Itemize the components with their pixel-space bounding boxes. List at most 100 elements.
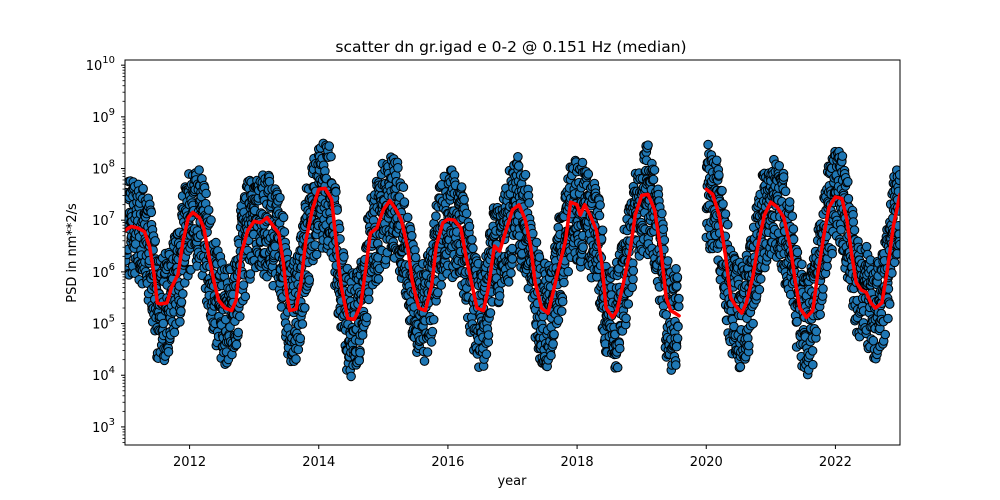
scatter-point [436, 280, 447, 290]
scatter-point [672, 333, 683, 344]
scatter-point [627, 282, 638, 293]
scatter-point [169, 327, 180, 338]
scatter-point [807, 346, 818, 356]
scatter-point [393, 163, 403, 173]
scatter-point [553, 315, 564, 326]
scatter-point [661, 310, 672, 320]
scatter-point [524, 198, 535, 208]
scatter-point [884, 299, 895, 309]
scatter-point [245, 269, 256, 279]
scatter-point [703, 139, 713, 150]
chart-title: scatter dn gr.igad e 0-2 @ 0.151 Hz (med… [335, 38, 686, 56]
scatter-point [464, 221, 475, 232]
scatter-point [211, 237, 221, 248]
scatter-point [628, 266, 639, 276]
scatter-point [787, 211, 798, 221]
scatter-point [300, 303, 310, 313]
scatter-point [295, 333, 306, 344]
scatter-point [822, 261, 832, 272]
scatter-point [623, 299, 634, 309]
scatter-point [399, 197, 410, 207]
scatter-point [203, 205, 214, 215]
scatter-point [754, 284, 765, 295]
scatter-point [649, 165, 660, 175]
scatter-point [235, 311, 245, 322]
scatter-point [594, 210, 605, 221]
scatter-point [456, 182, 467, 192]
scatter-point [531, 237, 542, 248]
scatter-point [748, 318, 758, 329]
scatter-point [717, 185, 727, 196]
scatter-point [563, 266, 574, 277]
scatter-point [419, 356, 430, 366]
scatter-point [744, 340, 754, 351]
scatter-point [621, 313, 631, 324]
scatter-point [331, 187, 341, 197]
scatter-point [711, 155, 722, 166]
scatter-point [355, 347, 365, 358]
scatter-point [612, 362, 623, 373]
scatter-point [778, 172, 789, 182]
scatter-point [674, 293, 684, 304]
scatter-point [304, 275, 315, 285]
scatter-point [146, 207, 157, 218]
x-axis-label: year [497, 474, 527, 489]
scatter-point [398, 182, 409, 192]
scatter-point [808, 359, 818, 370]
scatter-point [792, 316, 802, 327]
scatter-point [673, 321, 683, 332]
scatter-point [883, 313, 893, 324]
scatter-point [836, 225, 846, 235]
scatter-point [861, 241, 872, 252]
scatter-point [326, 151, 336, 162]
scatter-point [597, 225, 608, 236]
scatter-point [784, 197, 795, 207]
scatter-point [818, 284, 828, 294]
scatter-point [595, 200, 605, 210]
scatter-point [780, 186, 791, 197]
scatter-point [811, 326, 822, 337]
scatter-point [362, 312, 372, 323]
scatter-point [175, 317, 185, 327]
scatter-point [278, 212, 289, 223]
plot-area [124, 59, 901, 446]
scatter-point [797, 259, 807, 270]
scatter-point [194, 165, 204, 175]
scatter-point [461, 208, 472, 219]
scatter-point [546, 350, 556, 361]
scatter-point [483, 330, 494, 340]
scatter-point [293, 344, 304, 355]
x-tick-label: 2022 [819, 455, 852, 470]
scatter-point [279, 227, 290, 237]
scatter-point [714, 170, 724, 180]
scatter-point [671, 341, 682, 352]
scatter-point [426, 337, 437, 347]
scatter-point [520, 169, 531, 180]
scatter-point [513, 161, 524, 171]
scatter-point [468, 243, 478, 254]
scatter-point [158, 318, 169, 329]
scatter-point [559, 277, 569, 288]
scatter-point [648, 174, 659, 185]
scatter-point [827, 248, 838, 259]
scatter-point [549, 329, 559, 340]
scatter-point [339, 251, 349, 262]
scatter-point [556, 306, 567, 317]
scatter-point [422, 347, 433, 357]
scatter-point [658, 224, 669, 234]
x-tick-label: 2020 [690, 455, 723, 470]
x-tick-label: 2012 [173, 455, 206, 470]
scatter-point [843, 177, 853, 187]
scatter-point [467, 234, 477, 245]
scatter-point [240, 291, 251, 302]
scatter-point [503, 277, 514, 287]
scatter-point [720, 209, 731, 219]
scatter-point [578, 242, 588, 252]
scatter-point [718, 199, 728, 209]
scatter-point [354, 355, 365, 366]
scatter-point [410, 252, 421, 263]
scatter-point [231, 339, 242, 350]
scatter-point [815, 309, 826, 320]
scatter-point [756, 274, 766, 284]
